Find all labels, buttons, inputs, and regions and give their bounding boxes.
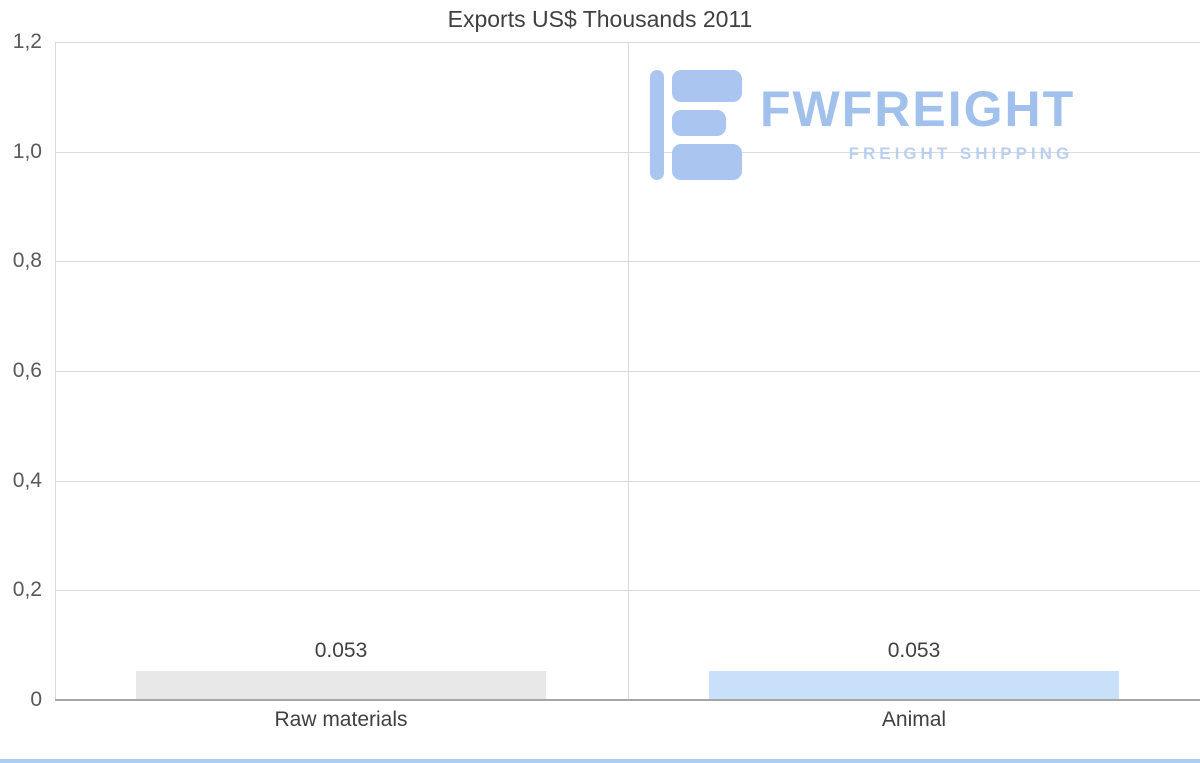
y-axis-line	[55, 42, 56, 700]
gridline	[55, 481, 1200, 482]
gridline	[55, 590, 1200, 591]
logo-text-block: FWFREIGHT FREIGHT SHIPPING	[760, 68, 1075, 164]
bar-animal	[709, 671, 1119, 700]
y-tick-label: 0,2	[12, 578, 42, 601]
bar-raw-materials	[136, 671, 546, 700]
y-tick-label: 0,8	[12, 249, 42, 272]
y-tick-label: 0,4	[12, 469, 42, 492]
gridline	[55, 152, 1200, 153]
x-axis-line	[55, 699, 1200, 701]
bar-value-label-animal: 0.053	[887, 639, 941, 662]
chart-title: Exports US$ Thousands 2011	[447, 6, 753, 32]
gridline	[55, 371, 1200, 372]
category-divider-gridline	[628, 42, 629, 700]
y-tick-label: 1,0	[12, 140, 42, 163]
gridline	[55, 42, 1200, 43]
x-category-label-raw-materials: Raw materials	[274, 708, 408, 731]
bar-value-label-raw-materials: 0.053	[314, 639, 368, 662]
bottom-edge-accent	[0, 759, 1200, 763]
y-tick-label: 0	[30, 688, 42, 711]
logo-name: FWFREIGHT	[760, 81, 1076, 137]
y-tick-label: 0,6	[12, 359, 42, 382]
watermark-logo: FWFREIGHT FREIGHT SHIPPING	[650, 68, 1075, 187]
fwfreight-logo-icon	[650, 68, 742, 187]
x-category-label-animal: Animal	[881, 708, 947, 731]
gridline	[55, 261, 1200, 262]
logo-tagline: FREIGHT SHIPPING	[848, 144, 1074, 163]
y-tick-label: 1,2	[12, 30, 42, 53]
